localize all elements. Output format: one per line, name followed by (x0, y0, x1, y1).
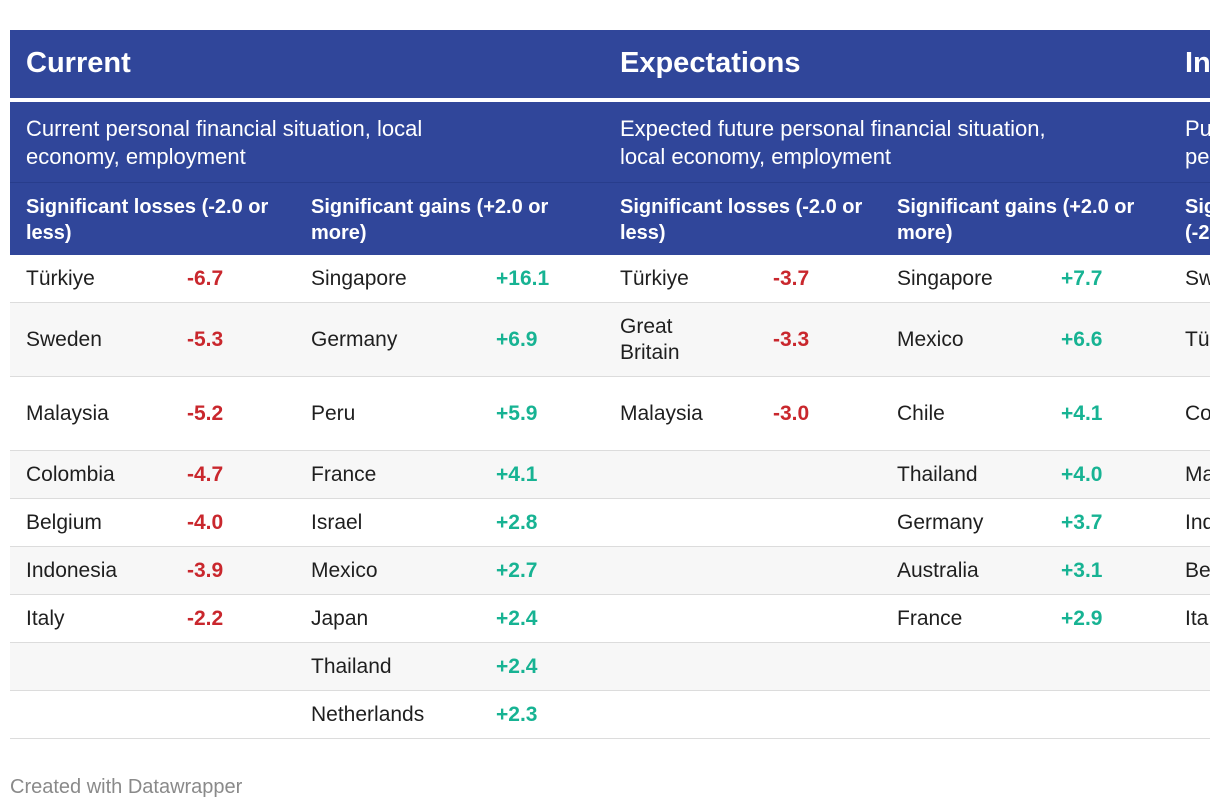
expectations-gains-value: +4.0 (1061, 463, 1103, 486)
expectations-losses-value: -3.3 (773, 328, 810, 351)
current-gains-country: Israel (311, 511, 363, 534)
current-gains-value: +2.7 (496, 559, 538, 582)
third-column-country: Ma (1185, 463, 1210, 486)
current-gains-country: Japan (311, 607, 369, 630)
subheader-expectations-losses: Significant losses (-2.0 or less) (620, 196, 863, 244)
current-losses-value: -5.3 (187, 328, 224, 351)
current-losses-country: Indonesia (26, 559, 118, 582)
current-gains-country: Thailand (311, 655, 392, 678)
expectations-gains-value: +3.7 (1061, 511, 1103, 534)
table-row: Indonesia -3.9 Mexico +2.7 Australia +3.1 Be (10, 547, 1210, 595)
section-description-expectations: Expected future personal financial situa… (620, 116, 1046, 169)
current-losses-country: Italy (26, 607, 65, 630)
data-table: Current Expectations In Current personal… (10, 30, 1210, 739)
subheader-third: Sig (-2 (1185, 196, 1210, 244)
current-losses-country: Türkiye (26, 267, 95, 290)
table-row: Sweden -5.3 Germany +6.9 Great Britain -3.3 Me… (10, 303, 1210, 377)
third-column-country: Ita (1185, 607, 1209, 630)
table-row: Colombia -4.7 France +4.1 Thailand +4.0 Ma (10, 451, 1210, 499)
expectations-gains-value: +7.7 (1061, 267, 1103, 290)
current-gains-country: Mexico (311, 559, 378, 582)
current-losses-country: Belgium (26, 511, 102, 534)
table-row: Malaysia -5.2 Peru +5.9 Malaysia -3.0 Chile +4.… (10, 377, 1210, 451)
expectations-gains-country: Singapore (897, 267, 993, 290)
current-losses-value: -4.0 (187, 511, 224, 534)
third-column-country: Co (1185, 402, 1210, 425)
section-title-third: In (1185, 47, 1210, 79)
expectations-gains-value: +6.6 (1061, 328, 1103, 351)
third-column-country: Tü (1185, 328, 1210, 351)
subheader-expectations-gains: Significant gains (+2.0 or more) (897, 196, 1135, 244)
expectations-gains-value: +4.1 (1061, 402, 1103, 425)
expectations-gains-value: +2.9 (1061, 607, 1103, 630)
section-description-third: Pu pe (1185, 116, 1210, 169)
expectations-gains-value: +3.1 (1061, 559, 1103, 582)
current-gains-country: Netherlands (311, 703, 425, 726)
current-gains-value: +2.8 (496, 511, 538, 534)
current-losses-value: -6.7 (187, 267, 224, 290)
current-gains-value: +4.1 (496, 463, 538, 486)
current-gains-value: +2.3 (496, 703, 538, 726)
section-title-current: Current (26, 47, 131, 79)
expectations-losses-country: Malaysia (620, 402, 703, 425)
table-row: Netherlands +2.3 (10, 691, 1210, 739)
expectations-gains-country: Germany (897, 511, 984, 534)
column-subheader-band: Significant losses (-2.0 or less) Signif… (10, 182, 1210, 255)
third-column-country: Be (1185, 559, 1210, 582)
table-row: Türkiye -6.7 Singapore +16.1 Türkiye -3.7 Sing… (10, 255, 1210, 303)
table-row: Italy -2.2 Japan +2.4 France +2.9 Ita (10, 595, 1210, 643)
current-gains-value: +2.4 (496, 607, 538, 630)
expectations-losses-country: Great Britain (620, 315, 680, 364)
subheader-current-gains: Significant gains (+2.0 or more) (311, 196, 549, 244)
section-title-expectations: Expectations (620, 47, 801, 79)
table-row: Belgium -4.0 Israel +2.8 Germany +3.7 Ind (10, 499, 1210, 547)
expectations-gains-country: France (897, 607, 963, 630)
current-losses-country: Sweden (26, 328, 102, 351)
expectations-gains-country: Thailand (897, 463, 978, 486)
current-losses-value: -2.2 (187, 607, 224, 630)
current-losses-value: -3.9 (187, 559, 224, 582)
current-gains-country: Peru (311, 402, 356, 425)
current-gains-value: +16.1 (496, 267, 550, 290)
section-description-current: Current personal financial situation, lo… (26, 116, 423, 169)
current-losses-value: -4.7 (187, 463, 224, 486)
expectations-losses-value: -3.0 (773, 402, 810, 425)
third-column-country: Ind (1185, 511, 1210, 534)
expectations-gains-country: Mexico (897, 328, 964, 351)
table-row: Thailand +2.4 (10, 643, 1210, 691)
current-gains-country: France (311, 463, 377, 486)
third-column-country: Sw (1185, 267, 1210, 290)
current-gains-value: +5.9 (496, 402, 538, 425)
current-losses-country: Malaysia (26, 402, 109, 425)
expectations-gains-country: Chile (897, 402, 945, 425)
subheader-current-losses: Significant losses (-2.0 or less) (26, 196, 269, 244)
table-body: Türkiye -6.7 Singapore +16.1 Türkiye -3.7 Sing… (10, 255, 1210, 739)
current-gains-value: +2.4 (496, 655, 538, 678)
current-gains-country: Singapore (311, 267, 407, 290)
expectations-gains-country: Australia (897, 559, 979, 582)
current-gains-country: Germany (311, 328, 398, 351)
section-title-band: Current Expectations In (10, 30, 1210, 98)
current-losses-country: Colombia (26, 463, 115, 486)
expectations-losses-country: Türkiye (620, 267, 689, 290)
current-gains-value: +6.9 (496, 328, 538, 351)
current-losses-value: -5.2 (187, 402, 224, 425)
footer-credit: Created with Datawrapper (10, 776, 243, 798)
expectations-losses-value: -3.7 (773, 267, 810, 290)
section-description-band: Current personal financial situation, lo… (10, 102, 1210, 182)
